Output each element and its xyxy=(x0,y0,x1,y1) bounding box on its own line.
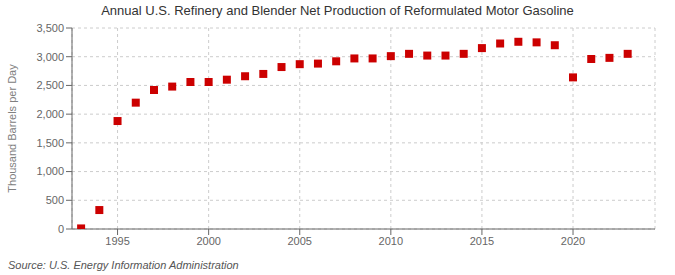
svg-text:1,500: 1,500 xyxy=(36,137,64,149)
svg-text:500: 500 xyxy=(46,194,64,206)
svg-text:Thousand Barrels per Day: Thousand Barrels per Day xyxy=(8,64,18,193)
svg-text:3,000: 3,000 xyxy=(36,51,64,63)
svg-text:2005: 2005 xyxy=(287,235,311,247)
svg-text:1,000: 1,000 xyxy=(36,165,64,177)
html-text:Annual U.S. Refinery and Blend: Annual U.S. Refinery and Blender Net Pro… xyxy=(101,3,574,18)
svg-text:0: 0 xyxy=(58,223,64,235)
svg-text:2,000: 2,000 xyxy=(36,108,64,120)
svg-text:1995: 1995 xyxy=(105,235,129,247)
svg-text:2020: 2020 xyxy=(561,235,585,247)
html-text:Source: U.S. Energy Informatio: Source: U.S. Energy Information Administ… xyxy=(8,259,239,271)
svg-text:2,500: 2,500 xyxy=(36,79,64,91)
svg-text:2010: 2010 xyxy=(379,235,403,247)
svg-text:3,500: 3,500 xyxy=(36,22,64,34)
svg-text:2015: 2015 xyxy=(470,235,494,247)
svg-text:2000: 2000 xyxy=(196,235,220,247)
